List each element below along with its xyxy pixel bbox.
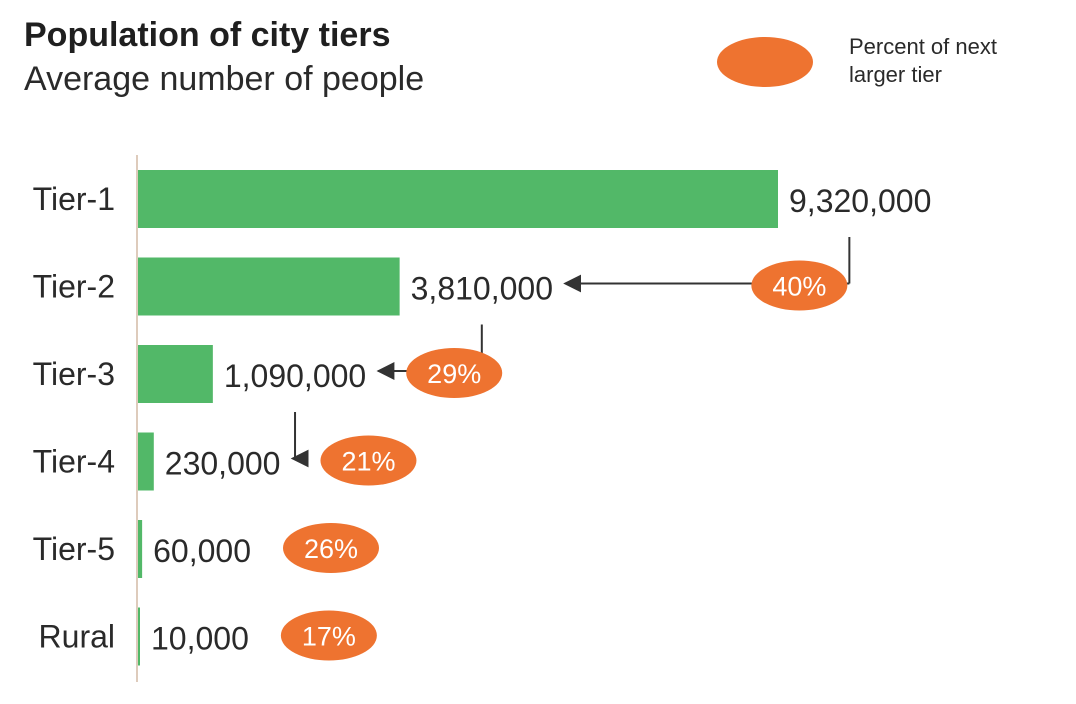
value-label: 1,090,000: [224, 358, 366, 394]
percent-label: 40%: [772, 272, 826, 302]
bar: [138, 520, 143, 578]
value-label: 60,000: [153, 533, 251, 569]
percent-label: 21%: [341, 447, 395, 477]
percent-label: 17%: [302, 622, 356, 652]
bar: [138, 170, 778, 228]
value-label: 9,320,000: [789, 183, 931, 219]
category-label: Tier-5: [33, 531, 115, 567]
percent-badge: [280, 610, 377, 661]
legend-label: Percent of next larger tier: [849, 34, 997, 87]
value-label: 10,000: [151, 621, 249, 657]
category-label: Tier-3: [33, 356, 115, 392]
category-label: Rural: [39, 619, 115, 655]
chart-title: Population of city tiers: [24, 16, 391, 54]
percent-label: 29%: [427, 359, 481, 389]
category-label: Tier-2: [33, 269, 115, 305]
percent-badge: [282, 523, 379, 573]
percent-badge: [751, 260, 848, 311]
legend-swatch: [717, 37, 813, 87]
bar: [138, 257, 400, 316]
category-label: Tier-1: [33, 181, 115, 217]
value-label: 3,810,000: [411, 271, 553, 307]
percent-label: 26%: [304, 534, 358, 564]
bar: [138, 345, 213, 403]
value-label: 230,000: [165, 446, 281, 482]
bar: [138, 607, 140, 666]
category-label: Tier-4: [33, 444, 115, 480]
percent-badge: [320, 435, 417, 486]
chart-subtitle: Average number of people: [24, 60, 425, 98]
bar: [138, 432, 154, 491]
percent-badge: [406, 348, 503, 398]
